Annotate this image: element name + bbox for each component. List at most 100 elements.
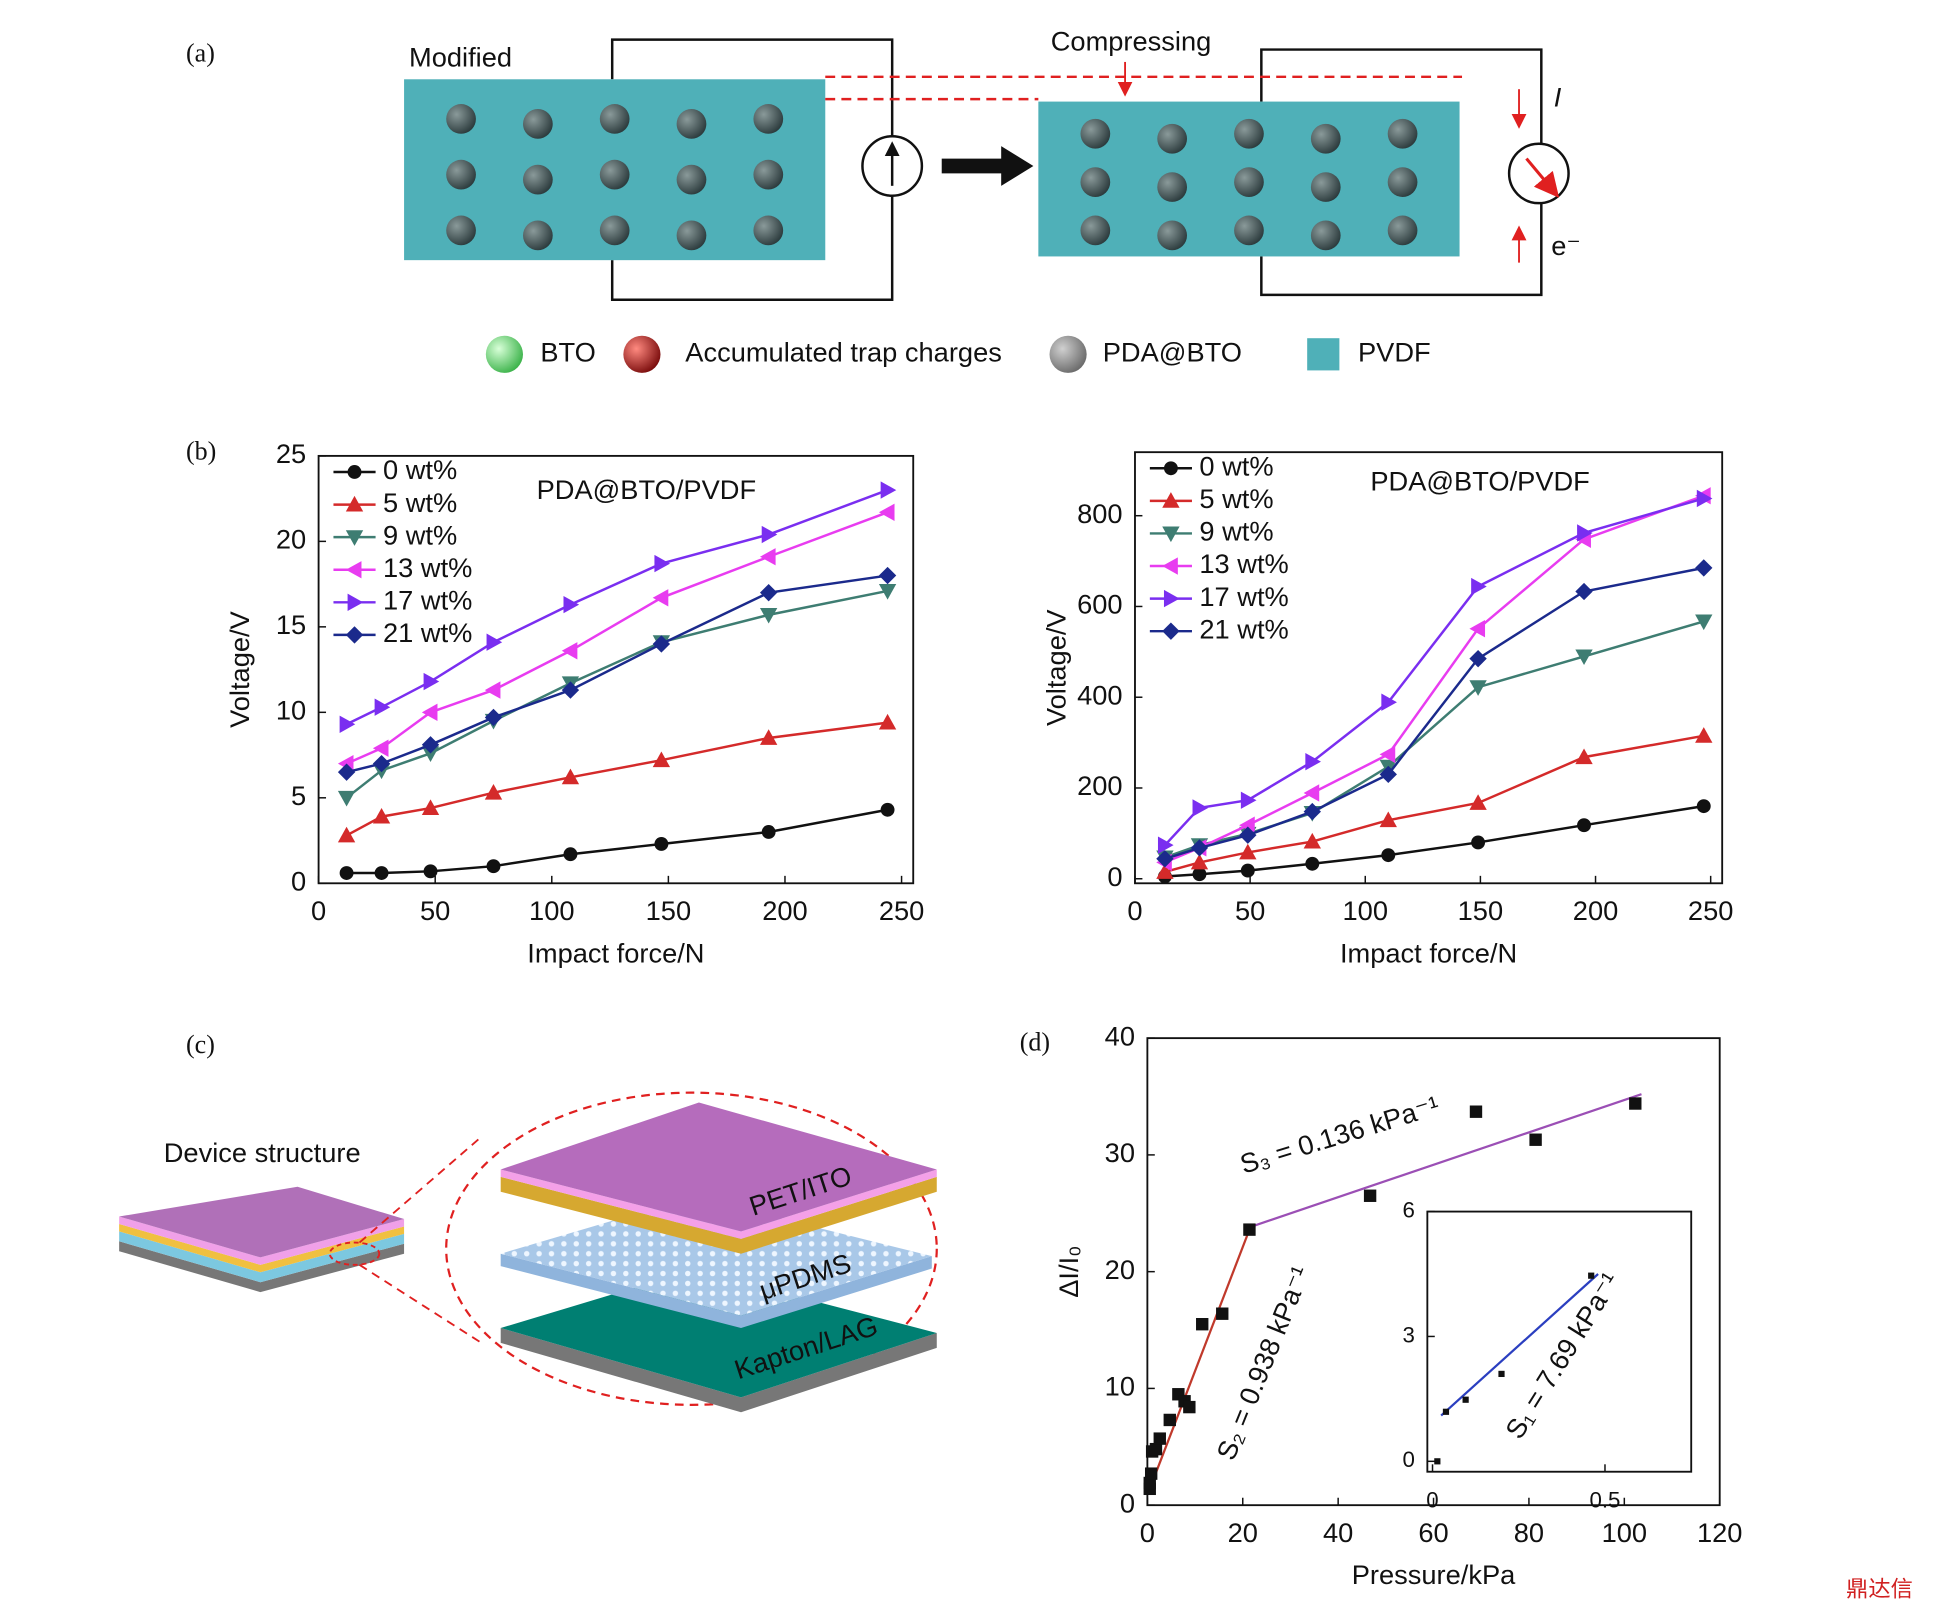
series-line <box>345 721 888 837</box>
legend-marker <box>1163 589 1180 608</box>
point <box>1629 1097 1642 1110</box>
legend-swatch <box>1307 338 1340 371</box>
label: I <box>1554 81 1562 112</box>
x-tick-label: 100 <box>529 895 574 926</box>
layer <box>500 1196 932 1316</box>
legend-swatch <box>485 335 523 373</box>
marker <box>761 825 776 839</box>
panel-label: (c) <box>186 1030 215 1059</box>
marker <box>421 736 440 754</box>
marker <box>339 866 354 880</box>
legend-label: BTO <box>540 337 596 368</box>
particle <box>1310 123 1341 154</box>
marker <box>654 554 671 573</box>
x-tick-label: 200 <box>762 895 807 926</box>
marker <box>1379 811 1397 828</box>
particle <box>599 159 630 190</box>
marker <box>1239 826 1257 844</box>
x-axis-label: Impact force/N <box>527 937 704 968</box>
particle <box>1234 167 1264 197</box>
y-tick-label: 600 <box>1077 589 1122 620</box>
particle <box>1310 220 1341 251</box>
x-tick-label: 0.5 <box>1589 1487 1620 1512</box>
series-line <box>1164 734 1704 874</box>
legend-label: 9 wt% <box>1199 516 1273 547</box>
particle <box>1234 215 1264 246</box>
marker <box>1305 752 1321 771</box>
marker <box>337 826 356 843</box>
particle <box>522 109 553 139</box>
y-tick-label: 0 <box>291 865 306 896</box>
marker <box>1190 853 1209 870</box>
layer <box>119 1241 405 1293</box>
legend-label: 13 wt% <box>383 552 472 583</box>
y-tick-label: 0 <box>1403 1447 1415 1472</box>
plot-frame <box>317 454 915 885</box>
legend-label: Accumulated trap charges <box>685 337 1002 368</box>
marker <box>374 866 389 880</box>
marker <box>1190 839 1209 857</box>
marker <box>372 807 391 824</box>
y-tick-label: 20 <box>1105 1254 1135 1285</box>
y-tick-label: 40 <box>1105 1020 1135 1051</box>
marker <box>652 589 669 607</box>
point <box>1434 1458 1441 1465</box>
x-tick-label: 20 <box>1228 1517 1258 1548</box>
marker <box>1192 867 1207 882</box>
x-tick-label: 250 <box>879 895 924 926</box>
point <box>1163 1413 1176 1427</box>
y-tick-label: 0 <box>1120 1487 1135 1518</box>
chart: 0 50 100 150 200 250 0 200 400 600 800 Impact force… <box>1040 450 1733 968</box>
marker <box>1239 816 1255 834</box>
marker <box>561 768 580 785</box>
x-tick-label: 200 <box>1573 895 1618 926</box>
particle <box>753 215 784 246</box>
particle <box>1080 215 1111 246</box>
point <box>1183 1400 1196 1414</box>
plot-frame <box>1426 1210 1693 1473</box>
y-tick-label: 25 <box>276 438 306 469</box>
particle <box>446 104 476 134</box>
x-tick-label: 100 <box>1343 895 1388 926</box>
marker <box>759 548 776 566</box>
marker <box>372 754 391 773</box>
marker <box>484 784 503 800</box>
y-axis-label: Voltage/V <box>224 610 255 727</box>
marker <box>1303 832 1321 849</box>
marker <box>654 837 669 851</box>
x-axis-label: Impact force/N <box>1340 937 1517 968</box>
particle <box>1080 167 1111 197</box>
marker <box>759 607 778 624</box>
layer <box>500 1328 937 1413</box>
legend-label: 5 wt% <box>383 487 457 518</box>
legend-marker <box>1163 461 1178 476</box>
x-tick-label: 150 <box>646 895 691 926</box>
series-line <box>1164 804 1704 878</box>
series-line <box>346 574 888 774</box>
particle <box>753 104 784 134</box>
x-tick-label: 0 <box>1140 1517 1155 1548</box>
marker <box>759 729 778 745</box>
marker <box>880 802 895 817</box>
marker <box>1696 799 1711 814</box>
legend-swatch <box>1049 335 1087 373</box>
marker <box>337 790 356 807</box>
label: e⁻ <box>1551 230 1581 261</box>
particle <box>446 159 476 190</box>
particle <box>676 164 707 195</box>
layer <box>500 1253 932 1329</box>
fit-line <box>1148 1229 1251 1490</box>
y-tick-label: 5 <box>291 780 306 811</box>
legend-marker <box>345 495 364 512</box>
particle <box>1080 118 1111 149</box>
marker <box>880 481 897 499</box>
y-tick-label: 10 <box>276 695 306 726</box>
y-tick-label: 800 <box>1077 498 1122 529</box>
point <box>1469 1105 1483 1118</box>
point <box>1143 1476 1156 1490</box>
point <box>1442 1408 1450 1415</box>
marker <box>484 681 501 699</box>
marker <box>561 642 578 660</box>
y-axis-label: Voltage/V <box>1040 609 1071 726</box>
fit-line <box>1440 1273 1599 1417</box>
